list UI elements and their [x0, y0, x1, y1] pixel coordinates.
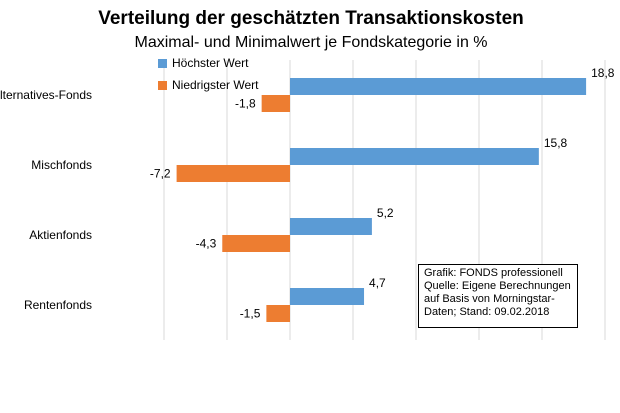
source-note-line: Quelle: Eigene Berechnungen — [424, 280, 571, 292]
data-label: -4,3 — [196, 237, 217, 251]
data-label: 5,2 — [377, 206, 394, 220]
category-label: Mischfonds — [31, 158, 92, 172]
legend-swatch — [158, 81, 167, 90]
category-label: Rentenfonds — [24, 298, 92, 312]
bar — [290, 78, 587, 95]
legend: Höchster Wert Niedrigster Wert — [158, 56, 259, 92]
bars — [176, 78, 587, 322]
data-label: -1,8 — [235, 97, 256, 111]
data-label: -7,2 — [150, 167, 171, 181]
data-label: 15,8 — [544, 136, 568, 150]
category-labels: Alternatives-Fonds Mischfonds Aktienfonds R… — [0, 88, 92, 312]
bar — [222, 235, 290, 252]
chart-subtitle: Maximal- und Minimalwert je Fondskategor… — [134, 34, 487, 51]
data-label: -1,5 — [240, 307, 261, 321]
source-note: Grafik: FONDS professionell Quelle: Eige… — [418, 264, 578, 328]
bar — [176, 165, 290, 182]
bar — [290, 148, 539, 165]
data-labels: 18,8 -1,8 15,8 -7,2 5,2 -4,3 4,7 -1,5 — [150, 66, 615, 321]
source-note-line: auf Basis von Morningstar- — [424, 293, 555, 305]
category-label: Aktienfonds — [29, 228, 92, 242]
legend-label: Niedrigster Wert — [172, 78, 259, 92]
legend-swatch — [158, 59, 167, 68]
bar — [266, 305, 290, 322]
data-label: 18,8 — [591, 66, 615, 80]
category-label: Alternatives-Fonds — [0, 88, 92, 102]
source-note-line: Daten; Stand: 09.02.2018 — [424, 306, 550, 318]
source-note-line: Grafik: FONDS professionell — [424, 267, 563, 279]
data-label: 4,7 — [369, 276, 386, 290]
bar — [290, 218, 372, 235]
bar — [290, 288, 365, 305]
legend-label: Höchster Wert — [172, 56, 249, 70]
bar — [261, 95, 290, 112]
chart-title: Verteilung der geschätzten Transaktionsk… — [98, 8, 524, 29]
